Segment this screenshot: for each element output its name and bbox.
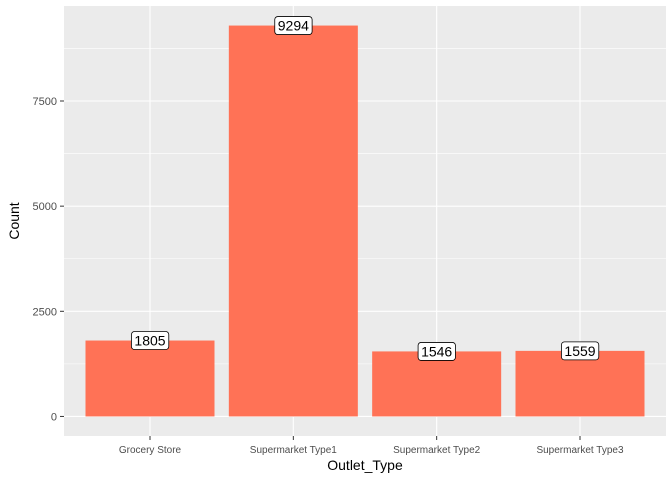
data-label-box <box>417 342 456 361</box>
bar <box>515 350 645 417</box>
x-axis-title: Outlet_Type <box>327 457 403 473</box>
data-labels: 1805 9294 1546 1559 <box>131 16 600 361</box>
data-label-text: 1546 <box>421 343 452 359</box>
x-tick-label: Supermarket Type1 <box>250 445 338 456</box>
data-label-box <box>131 331 170 350</box>
x-tick-label: Supermarket Type3 <box>536 445 624 456</box>
data-label: 1559 <box>561 341 600 361</box>
data-label-box <box>274 16 313 35</box>
bar <box>85 340 215 417</box>
x-tick-label: Grocery Store <box>119 445 182 456</box>
bars <box>85 25 645 417</box>
data-label-text: 1559 <box>564 343 595 359</box>
data-label-text: 9294 <box>278 18 309 34</box>
x-axis: Grocery Store Supermarket Type1 Supermarke… <box>119 436 624 456</box>
y-tick-label: 7500 <box>33 96 57 108</box>
y-axis-title: Count <box>6 202 22 239</box>
x-tick-label: Supermarket Type2 <box>393 445 481 456</box>
data-label-text: 1805 <box>134 333 165 349</box>
data-label: 1805 <box>131 331 170 350</box>
bar <box>228 25 358 417</box>
bar <box>372 351 502 417</box>
data-label: 1546 <box>417 342 456 361</box>
y-tick-label: 5000 <box>33 201 57 213</box>
y-axis: 0 2500 5000 7500 <box>33 96 64 423</box>
y-tick-label: 0 <box>51 411 57 423</box>
y-tick-label: 2500 <box>33 306 57 318</box>
data-label: 9294 <box>274 16 313 35</box>
data-label-box <box>561 341 600 361</box>
